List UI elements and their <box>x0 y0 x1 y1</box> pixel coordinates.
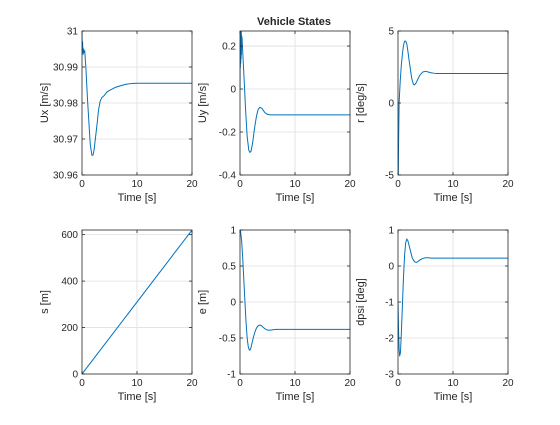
subplot-1-ytick-label-0: 30.96 <box>53 171 78 182</box>
subplot-3-series-line-1 <box>398 40 508 175</box>
subplot-2-ylabel: Uy [m/s] <box>197 83 209 123</box>
subplot-3-ylabel: r [deg/s] <box>355 83 367 123</box>
subplot-2-xlabel: Time [s] <box>276 192 315 204</box>
subplot-1-ytick-label-1: 30.97 <box>53 135 78 146</box>
subplot-1-ytick-label-3: 30.99 <box>53 63 78 74</box>
subplot-6-series-line-1 <box>398 238 508 357</box>
subplot-2-xtick-label-0: 0 <box>237 179 243 190</box>
subplot-4-ytick-label-0: 0 <box>72 370 78 381</box>
subplot-2-series-line-1 <box>240 31 350 153</box>
subplot-3-xlabel: Time [s] <box>434 192 473 204</box>
subplot-1-ytick-label-2: 30.98 <box>53 99 78 110</box>
subplot-2-ytick-label-0: -0.4 <box>219 171 237 182</box>
subplot-6-ylabel: dpsi [deg] <box>355 278 367 326</box>
subplot-5-xtick-label-0: 0 <box>237 378 243 389</box>
subplot-6-ytick-label-0: -3 <box>385 370 394 381</box>
subplot-4-xtick-label-0: 0 <box>79 378 85 389</box>
subplot-5-ylabel: e [m] <box>197 290 209 314</box>
subplot-2-xtick-label-2: 20 <box>344 179 356 190</box>
subplot-1-xtick-label-0: 0 <box>79 179 85 190</box>
subplot-3-xtick-label-0: 0 <box>395 179 401 190</box>
subplot-4-ytick-label-1: 200 <box>61 323 78 334</box>
subplot-4-xtick-label-2: 20 <box>186 378 198 389</box>
subplot-4-ylabel: s [m] <box>39 290 51 314</box>
subplot-2-ytick-label-1: -0.2 <box>219 128 237 139</box>
subplot-5-ytick-label-4: 1 <box>230 226 236 237</box>
subplot-1-xlabel: Time [s] <box>118 192 157 204</box>
subplot-5-ytick-label-2: 0 <box>230 298 236 309</box>
subplot-1-xtick-label-1: 10 <box>131 179 143 190</box>
subplot-5-ytick-label-1: -0.5 <box>219 334 237 345</box>
subplot-4-xtick-label-1: 10 <box>131 378 143 389</box>
subplot-3-ytick-label-0: -5 <box>385 171 394 182</box>
subplot-5-series-line-1 <box>240 230 350 351</box>
subplot-4-series-line-1 <box>82 230 192 374</box>
subplot-1-ylabel: Ux [m/s] <box>39 83 51 123</box>
subplot-6-ytick-label-4: 1 <box>388 226 394 237</box>
subplot-6-xtick-label-0: 0 <box>395 378 401 389</box>
subplot-1-xtick-label-2: 20 <box>186 179 198 190</box>
subplot-5-ytick-label-0: -1 <box>227 370 236 381</box>
subplot-3-ytick-label-2: 5 <box>388 27 394 38</box>
figure-title: Vehicle States <box>257 16 331 28</box>
subplot-2-xtick-label-1: 10 <box>289 179 301 190</box>
subplot-5-xlabel: Time [s] <box>276 391 315 403</box>
subplot-4-xlabel: Time [s] <box>118 391 157 403</box>
subplot-4-ytick-label-3: 600 <box>61 230 78 241</box>
subplot-2-ytick-label-2: 0 <box>230 85 236 96</box>
subplot-6-ytick-label-3: 0 <box>388 262 394 273</box>
subplot-6-ytick-label-2: -1 <box>385 298 394 309</box>
subplot-6-ytick-label-1: -2 <box>385 334 394 345</box>
subplot-1-ytick-label-4: 31 <box>67 27 79 38</box>
subplot-5-xtick-label-1: 10 <box>289 378 301 389</box>
subplot-4-ytick-label-2: 400 <box>61 277 78 288</box>
subplot-5-ytick-label-3: 0.5 <box>222 262 236 273</box>
subplot-3-xtick-label-2: 20 <box>502 179 514 190</box>
subplot-2-ytick-label-3: 0.2 <box>222 42 236 53</box>
subplot-3-ytick-label-1: 0 <box>388 99 394 110</box>
subplot-6-xtick-label-2: 20 <box>502 378 514 389</box>
subplot-6-xlabel: Time [s] <box>434 391 473 403</box>
subplot-1-series-line-1 <box>82 31 192 156</box>
subplot-6-xtick-label-1: 10 <box>447 378 459 389</box>
subplot-5-xtick-label-2: 20 <box>344 378 356 389</box>
subplot-3-xtick-label-1: 10 <box>447 179 459 190</box>
